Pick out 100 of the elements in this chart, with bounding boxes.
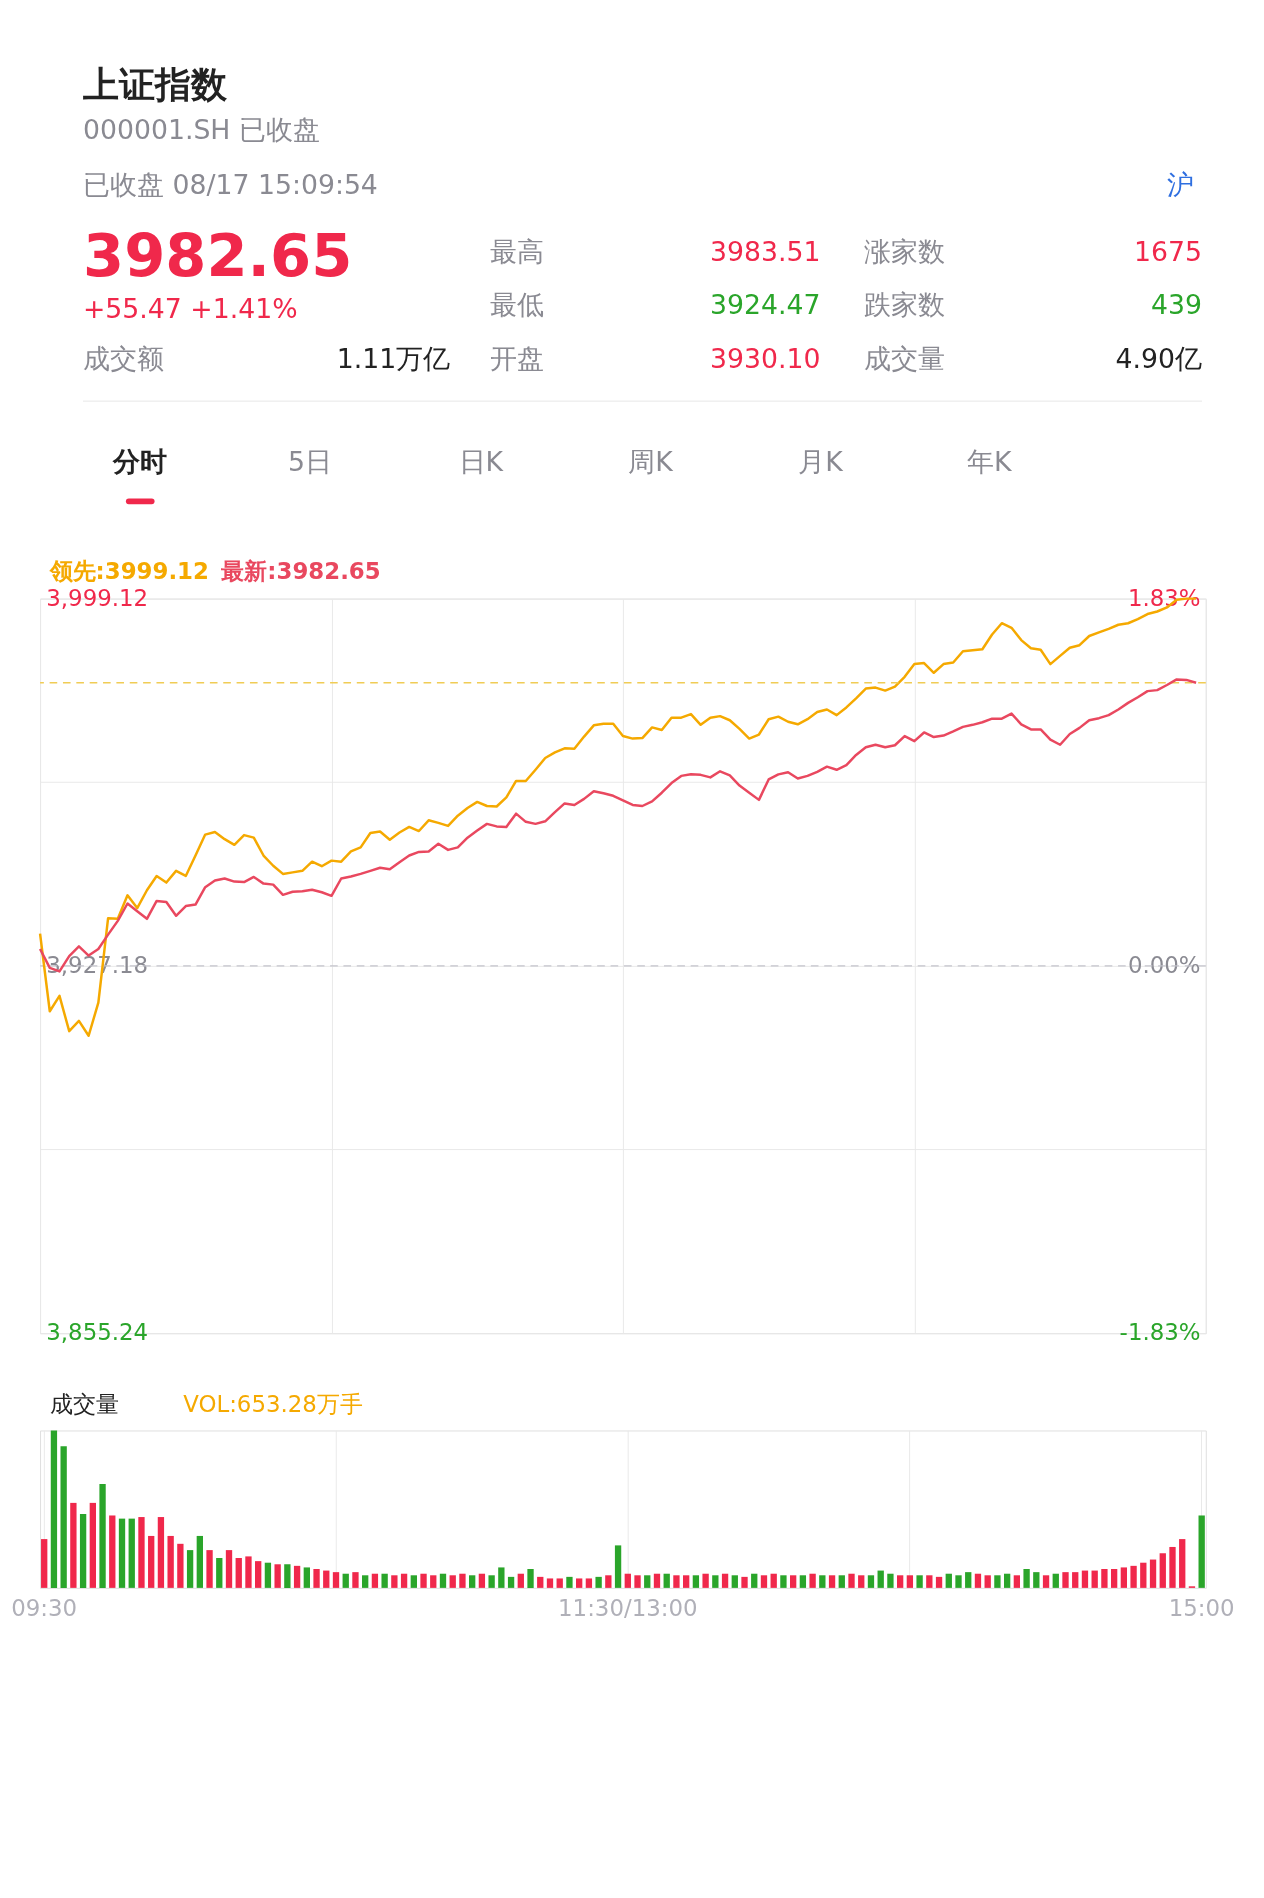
bar	[760, 1575, 768, 1588]
bar	[683, 1575, 690, 1588]
bar	[819, 1575, 826, 1588]
bar	[1149, 1559, 1157, 1588]
bar	[420, 1573, 427, 1588]
bar	[780, 1575, 787, 1588]
bar	[751, 1573, 758, 1588]
text: 周K	[628, 445, 675, 477]
bar	[877, 1570, 884, 1588]
bar	[1003, 1573, 1011, 1588]
bar	[595, 1576, 602, 1588]
bar	[624, 1573, 631, 1588]
bar	[1140, 1562, 1147, 1588]
bar	[1062, 1572, 1069, 1588]
bar	[469, 1575, 476, 1588]
bar	[809, 1573, 816, 1588]
bar	[371, 1573, 379, 1588]
text: 3930.10	[709, 342, 821, 374]
text: 年K	[967, 445, 1013, 477]
bar	[303, 1567, 310, 1588]
text: 月K	[798, 445, 845, 477]
bar	[274, 1564, 281, 1588]
text: 5日	[288, 445, 333, 477]
bar	[430, 1575, 437, 1588]
bar	[264, 1562, 272, 1588]
x-tick-label: 11:30/13:00	[558, 1595, 698, 1622]
bar	[167, 1535, 174, 1588]
bar	[138, 1517, 145, 1588]
bar	[225, 1550, 233, 1588]
bar	[255, 1561, 262, 1588]
bar	[887, 1573, 894, 1588]
text: 成交额	[82, 342, 164, 374]
text: 最新:3982.65	[220, 557, 381, 584]
text: 上证指数	[82, 62, 228, 106]
bar	[498, 1567, 505, 1588]
text: +55.47 +1.41%	[82, 293, 298, 325]
bar	[527, 1568, 534, 1588]
bar	[60, 1446, 67, 1588]
bar	[186, 1550, 194, 1588]
bar	[916, 1575, 923, 1588]
bar	[692, 1575, 700, 1588]
bar	[157, 1517, 165, 1588]
bar	[945, 1573, 952, 1588]
text: 最高	[490, 235, 545, 267]
bar	[955, 1575, 962, 1588]
bar	[50, 1430, 58, 1588]
bar	[70, 1502, 77, 1588]
bar	[828, 1575, 836, 1588]
bar	[537, 1576, 544, 1588]
bar	[459, 1573, 466, 1588]
bar	[1072, 1572, 1079, 1588]
bar	[1081, 1570, 1089, 1588]
bar	[634, 1575, 641, 1588]
bar	[245, 1556, 252, 1588]
text: 沪	[1166, 169, 1194, 201]
bar	[653, 1573, 661, 1588]
bar	[789, 1575, 797, 1588]
bar	[614, 1545, 622, 1588]
bar	[79, 1513, 87, 1588]
bar	[507, 1576, 515, 1588]
bar	[673, 1575, 680, 1588]
bar	[216, 1557, 223, 1588]
text: 成交量	[864, 342, 946, 374]
bar	[935, 1576, 943, 1588]
bar	[867, 1575, 875, 1588]
text: 1.11万亿	[336, 342, 451, 374]
y-tick-label: 3,855.24	[46, 1319, 149, 1346]
bar	[177, 1543, 184, 1588]
bar	[381, 1573, 388, 1588]
bar	[585, 1578, 593, 1588]
bar	[848, 1573, 855, 1588]
bar	[731, 1575, 738, 1588]
bar	[313, 1568, 320, 1588]
x-tick-label: 15:00	[1168, 1595, 1235, 1622]
text: 已收盘 08/17 15:09:54	[82, 169, 378, 201]
bar	[896, 1575, 904, 1588]
bar	[663, 1573, 670, 1588]
y2-tick-label: 0.00%	[1127, 952, 1201, 979]
text: 3924.47	[709, 289, 821, 321]
y2-tick-label: -1.83%	[1119, 1319, 1201, 1346]
bar	[362, 1575, 369, 1588]
bar	[1130, 1565, 1137, 1588]
bar	[906, 1575, 914, 1588]
bar	[799, 1575, 807, 1588]
bar	[644, 1575, 651, 1588]
bar	[284, 1564, 291, 1588]
bar	[1120, 1567, 1128, 1588]
bar	[721, 1573, 729, 1588]
bar	[410, 1575, 417, 1588]
bar	[984, 1575, 991, 1588]
bar	[1023, 1568, 1030, 1588]
text: 3983.51	[709, 235, 821, 267]
bar	[41, 1539, 48, 1588]
bar	[1198, 1515, 1205, 1588]
bar	[1052, 1573, 1059, 1588]
bar	[148, 1535, 155, 1588]
bar	[109, 1515, 116, 1588]
bar	[1169, 1546, 1176, 1588]
text: 日K	[458, 445, 505, 477]
bar	[342, 1573, 349, 1588]
